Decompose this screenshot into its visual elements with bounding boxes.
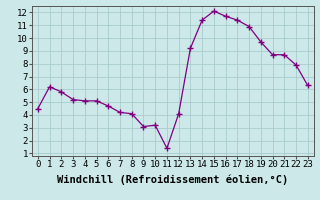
X-axis label: Windchill (Refroidissement éolien,°C): Windchill (Refroidissement éolien,°C) — [57, 175, 288, 185]
